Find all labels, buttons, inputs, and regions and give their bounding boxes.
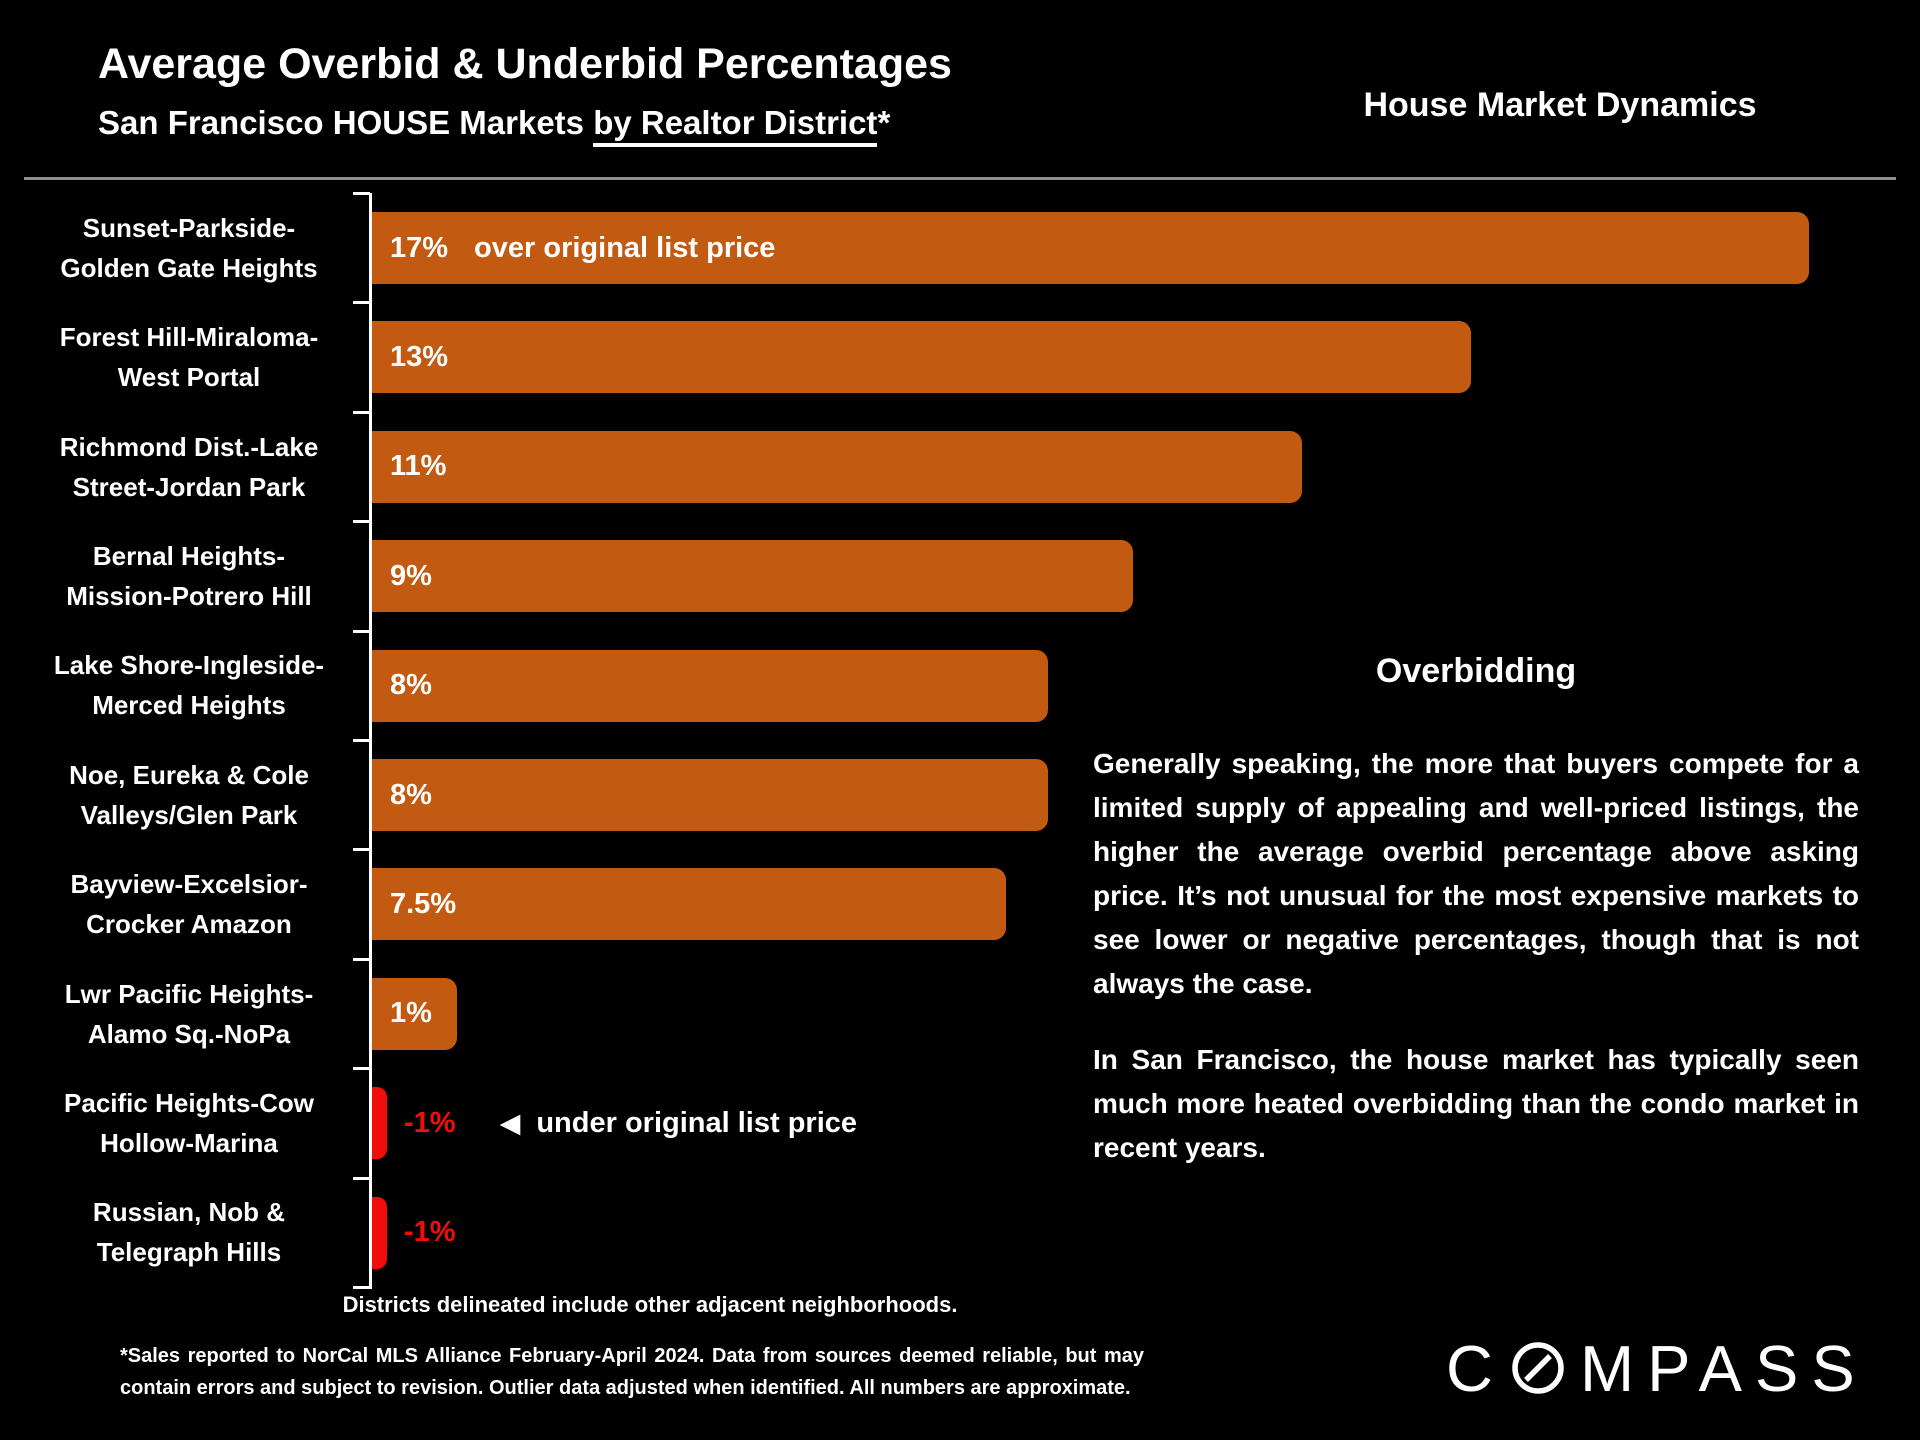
info-paragraph: Generally speaking, the more that buyers… <box>1093 748 1859 999</box>
negative-row-label: -1% <box>404 1197 456 1269</box>
under-annotation: ◀ under original list price <box>499 1106 858 1139</box>
logo-letter-c: C <box>1446 1331 1506 1405</box>
page-title: Average Overbid & Underbid Percentages <box>98 40 952 88</box>
category-axis-line <box>369 193 372 1289</box>
category-label: Sunset-Parkside- Golden Gate Heights <box>60 212 318 283</box>
left-triangle-icon: ◀ <box>499 1107 521 1138</box>
category-label: Bernal Heights- Mission-Potrero Hill <box>66 540 312 611</box>
bar: 7.5% <box>372 868 1006 941</box>
over-annotation: over original list price <box>474 231 776 264</box>
footnote: *Sales reported to NorCal MLS Alliance F… <box>120 1340 1144 1404</box>
subtitle-underlined: by Realtor District <box>593 104 878 147</box>
subtitle-prefix: San Francisco HOUSE Markets <box>98 104 594 141</box>
bar: 8% <box>372 759 1048 831</box>
districts-note: Districts delineated include other adjac… <box>342 1292 958 1317</box>
axis-tick <box>353 192 370 195</box>
page-subtitle: San Francisco HOUSE Markets by Realtor D… <box>98 104 891 147</box>
axis-tick <box>353 739 370 742</box>
category-label: Forest Hill-Miraloma- West Portal <box>59 322 319 393</box>
footnote-line: contain errors and subject to revision. … <box>120 1377 1131 1399</box>
bar-value-label: 7.5% <box>390 887 457 920</box>
footnote-line: *Sales reported to NorCal MLS Alliance F… <box>120 1345 1144 1367</box>
bar: 11% <box>372 430 1302 503</box>
bar-value-label: 8% <box>390 778 432 811</box>
logo-letters-mpass: MPASS <box>1579 1331 1868 1405</box>
category-label: Noe, Eureka & Cole Valleys/Glen Park <box>69 759 309 830</box>
bar: 9% <box>372 540 1133 613</box>
info-panel-paragraphs: Generally speaking, the more that buyers… <box>1093 742 1859 1202</box>
bar: 1% <box>372 977 457 1050</box>
negative-row-label: -1% ◀ under original list price <box>404 1087 857 1159</box>
axis-tick <box>353 1286 370 1289</box>
bar: 13% <box>372 321 1471 394</box>
axis-tick <box>353 957 370 961</box>
bar-value-label: 17% <box>390 231 449 264</box>
bar-value-label: 1% <box>390 997 432 1030</box>
axis-tick <box>353 848 370 852</box>
category-label: Lake Shore-Ingleside- Merced Heights <box>53 650 325 721</box>
compass-needle-o-icon <box>1510 1340 1566 1396</box>
bar-value-label: 11% <box>390 450 447 483</box>
negative-value-label: -1% <box>404 1216 456 1249</box>
header-divider-line <box>24 177 1896 180</box>
category-label: Russian, Nob & Telegraph Hills <box>92 1197 286 1268</box>
info-paragraph: In San Francisco, the house market has t… <box>1093 1044 1859 1163</box>
axis-tick <box>353 1067 370 1071</box>
bar-value-label: 8% <box>390 669 432 702</box>
bar: 17% over original list price <box>372 212 1809 284</box>
negative-bar <box>372 1196 387 1269</box>
axis-tick <box>353 629 370 633</box>
info-panel-heading: Overbidding <box>1375 652 1577 690</box>
axis-tick <box>353 410 370 414</box>
axis-tick <box>353 301 370 305</box>
category-label: Pacific Heights-Cow Hollow-Marina <box>64 1087 314 1158</box>
negative-bar <box>372 1087 387 1160</box>
axis-tick <box>353 1176 370 1180</box>
bar-value-label: 13% <box>390 340 449 373</box>
category-label: Richmond Dist.-Lake Street-Jordan Park <box>59 431 319 502</box>
category-label: Bayview-Excelsior- Crocker Amazon <box>70 869 308 940</box>
compass-logo: C MPASS <box>1446 1328 1868 1408</box>
right-heading: House Market Dynamics <box>1363 86 1757 124</box>
category-label: Lwr Pacific Heights- Alamo Sq.-NoPa <box>64 978 314 1049</box>
subtitle-asterisk: * <box>877 104 891 141</box>
bar-value-label: 9% <box>390 559 432 592</box>
negative-value-label: -1% <box>404 1106 456 1139</box>
bar: 8% <box>372 649 1048 722</box>
axis-tick <box>353 520 370 524</box>
